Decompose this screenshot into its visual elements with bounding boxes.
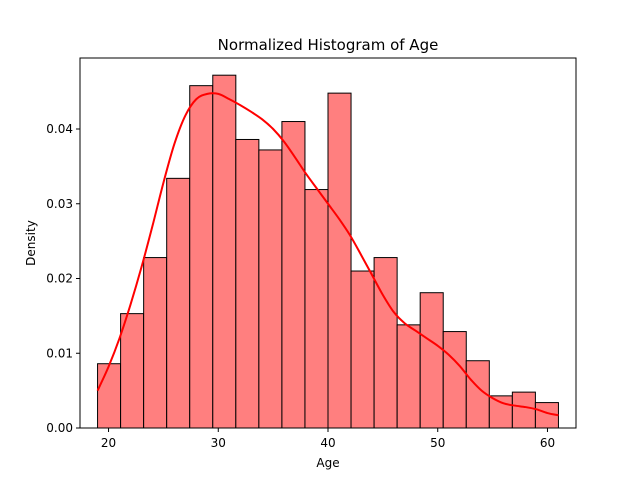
histogram-bar — [396, 324, 421, 429]
histogram-bar — [350, 270, 375, 429]
y-tick-label: 0.03 — [46, 197, 73, 211]
x-axis-label: Age — [316, 456, 339, 470]
histogram-bar — [235, 138, 260, 429]
histogram-bar — [143, 257, 168, 429]
x-tick-label: 20 — [101, 436, 116, 450]
histogram-bar — [97, 363, 122, 429]
y-tick-label: 0.01 — [46, 346, 73, 360]
y-tick-label: 0.04 — [46, 122, 73, 136]
histogram-bar — [189, 85, 214, 429]
histogram-bar — [304, 189, 329, 429]
histogram-bar — [419, 292, 444, 429]
y-axis-label: Density — [24, 220, 38, 266]
histogram-bar — [258, 149, 283, 429]
histogram-bar — [212, 74, 237, 429]
kde-curve — [96, 92, 559, 417]
histogram-bar — [120, 313, 145, 429]
histogram-bar — [511, 391, 536, 429]
y-axis: 0.00 0.01 0.02 0.03 0.04 — [46, 122, 80, 435]
x-tick-label: 40 — [320, 436, 335, 450]
histogram-bar — [488, 395, 513, 429]
bars-group — [97, 74, 559, 429]
x-tick-label: 50 — [430, 436, 445, 450]
chart-title: Normalized Histogram of Age — [218, 36, 439, 54]
x-tick-label: 30 — [211, 436, 226, 450]
histogram-bar — [166, 177, 191, 429]
histogram-bar — [327, 92, 352, 429]
y-tick-label: 0.02 — [46, 272, 73, 286]
x-axis: 20 30 40 50 60 — [101, 428, 555, 450]
histogram-bar — [442, 331, 467, 429]
y-tick-label: 0.00 — [46, 421, 73, 435]
x-tick-label: 60 — [540, 436, 555, 450]
histogram-bar — [373, 257, 398, 429]
